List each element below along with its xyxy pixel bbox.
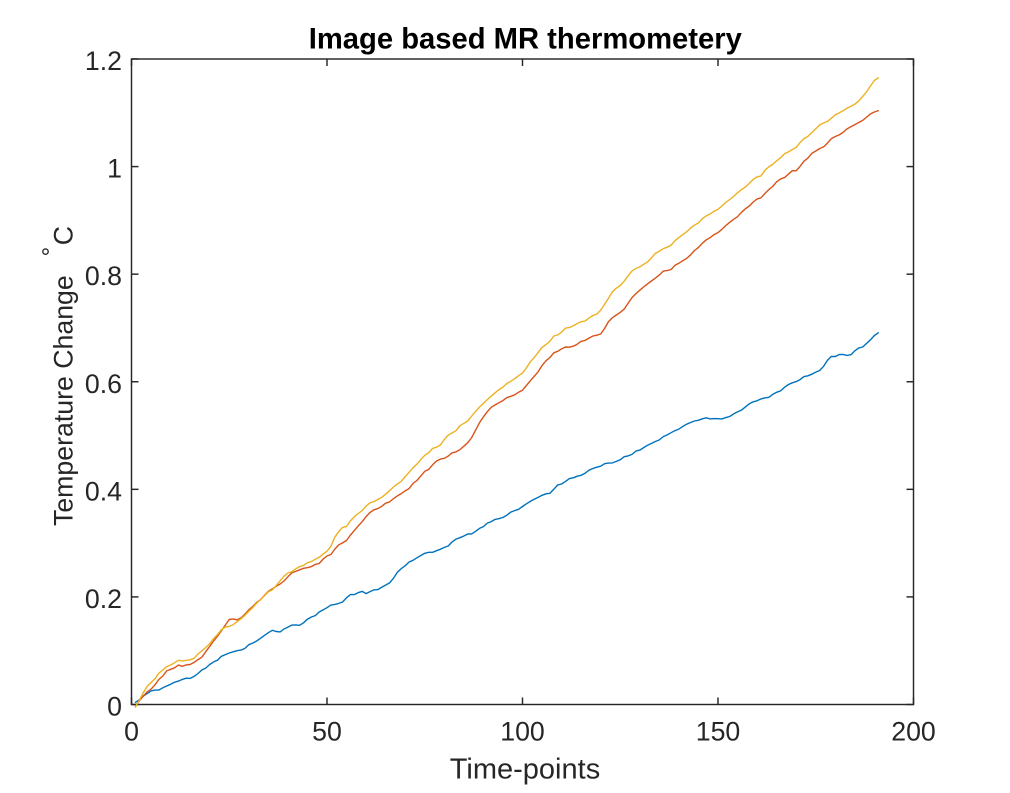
svg-text:0: 0 (124, 717, 139, 747)
svg-text:Temperature Change: Temperature Change (48, 275, 78, 526)
svg-text:0.6: 0.6 (85, 369, 122, 399)
svg-text:1.2: 1.2 (85, 46, 122, 76)
svg-text:200: 200 (891, 717, 936, 747)
svg-text:150: 150 (696, 717, 741, 747)
svg-text:100: 100 (500, 717, 545, 747)
svg-text:0: 0 (107, 692, 122, 722)
svg-text:50: 50 (312, 717, 342, 747)
svg-text:Time-points: Time-points (450, 754, 600, 786)
svg-text:0.8: 0.8 (85, 261, 122, 291)
svg-text:0.2: 0.2 (85, 584, 122, 614)
svg-text:1: 1 (107, 154, 122, 184)
svg-text:C: C (48, 226, 78, 245)
svg-text:Image based MR thermometery: Image based MR thermometery (309, 23, 743, 55)
svg-text:0.4: 0.4 (85, 476, 122, 506)
